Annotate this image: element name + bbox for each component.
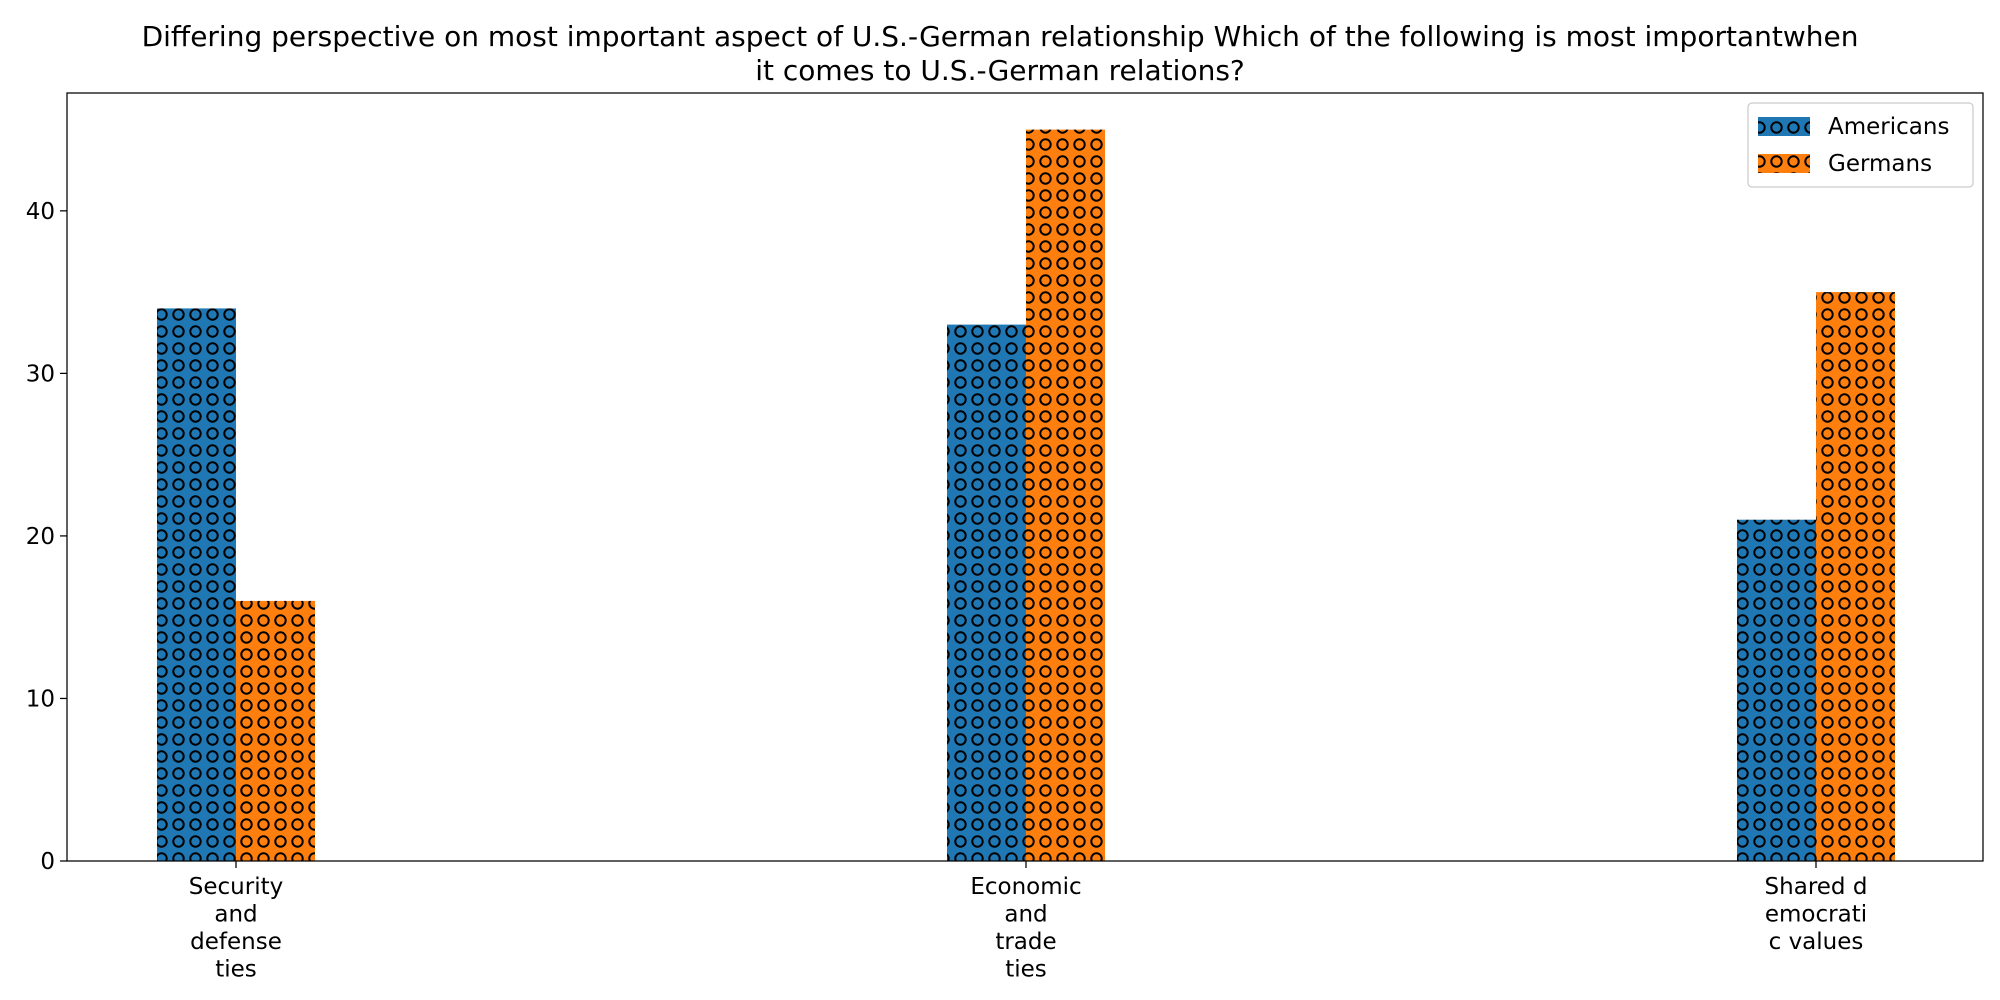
legend-swatch-germans — [1758, 154, 1810, 173]
bars-layer — [157, 129, 1895, 862]
x-tick-label-2-line-0: Shared d — [1765, 874, 1868, 900]
x-tick-label-0-line-2: defense — [190, 929, 282, 955]
x-tick-label-0: Security and defense ties — [189, 874, 283, 983]
legend-swatch-americans — [1758, 117, 1810, 136]
bar-germans-2 — [1816, 292, 1895, 862]
chart-title-line-2: it comes to U.S.-German relations? — [755, 54, 1245, 87]
bar-germans-0 — [236, 600, 315, 861]
x-tick-label-1: Economic and trade ties — [970, 874, 1081, 983]
y-tick-label-1: 10 — [26, 686, 55, 712]
x-tick-label-0-line-3: ties — [215, 957, 257, 983]
legend: Americans Germans — [1747, 102, 1974, 188]
x-tick-label-2-line-1: emocrati — [1765, 902, 1867, 928]
bar-americans-0 — [157, 308, 236, 861]
x-tick-label-0-line-0: Security — [189, 874, 283, 900]
chart-title-line-1: Differing perspective on most important … — [141, 20, 1859, 53]
y-tick-label-2: 20 — [26, 524, 55, 550]
bar-germans-1 — [1026, 129, 1105, 862]
y-tick-label-0: 0 — [40, 849, 55, 875]
bar-americans-2 — [1737, 519, 1816, 861]
x-tick-label-1-line-3: ties — [1005, 957, 1047, 983]
y-tick-label-3: 30 — [26, 361, 55, 387]
x-tick-label-0-line-1: and — [214, 902, 257, 928]
legend-label-germans: Germans — [1828, 151, 1932, 177]
x-tick-label-1-line-1: and — [1004, 902, 1047, 928]
legend-label-americans: Americans — [1828, 114, 1949, 140]
bar-americans-1 — [947, 324, 1026, 862]
y-tick-label-4: 40 — [26, 199, 55, 225]
x-tick-label-1-line-2: trade — [995, 929, 1056, 955]
plot-frame — [66, 92, 1984, 862]
chart-title: Differing perspective on most important … — [0, 20, 2000, 88]
x-tick-label-2: Shared d emocrati c values — [1765, 874, 1868, 955]
x-tick-label-1-line-0: Economic — [970, 874, 1081, 900]
x-tick-label-2-line-2: c values — [1769, 929, 1864, 955]
